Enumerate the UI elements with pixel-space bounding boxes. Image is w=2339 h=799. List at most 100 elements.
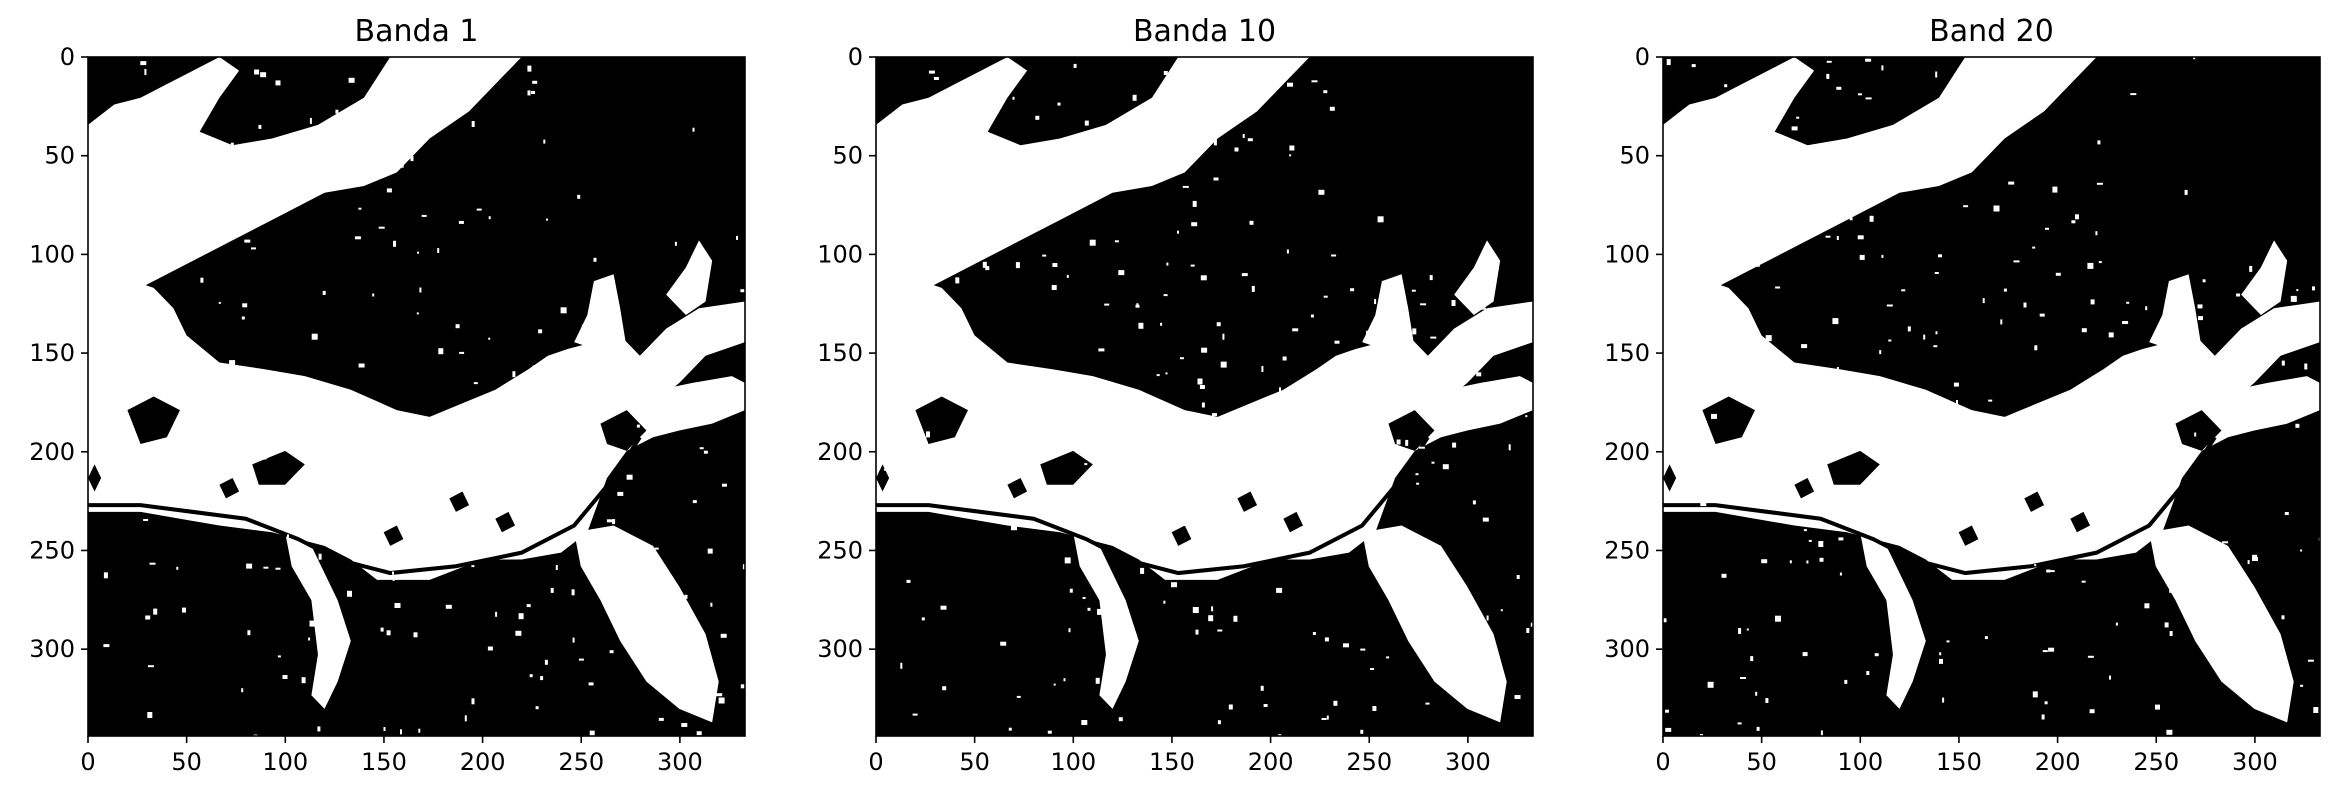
speckle — [2109, 675, 2111, 680]
speckle — [408, 99, 413, 105]
speckle — [2000, 319, 2003, 325]
speckle — [1138, 322, 1144, 329]
speckle — [1182, 185, 1189, 188]
speckle — [1820, 730, 1823, 736]
y-tick-label: 250 — [817, 536, 863, 564]
speckle — [1114, 240, 1119, 243]
speckle — [2032, 246, 2036, 249]
x-tick-label: 200 — [1248, 748, 1294, 776]
island-6 — [1663, 464, 1677, 492]
speckle — [2087, 655, 2094, 658]
speckle — [1205, 470, 1211, 476]
speckle — [1914, 438, 1919, 442]
speckle — [1220, 86, 1224, 93]
speckle — [509, 405, 515, 411]
speckle — [610, 544, 617, 550]
speckle — [1163, 600, 1166, 604]
speckle — [1140, 567, 1145, 574]
speckle — [241, 316, 245, 320]
speckle — [1217, 720, 1221, 725]
speckle — [459, 351, 465, 354]
speckle — [658, 717, 664, 721]
speckle — [318, 553, 322, 560]
speckle — [2262, 400, 2265, 403]
speckle — [912, 713, 918, 716]
y-tick-label: 50 — [1619, 142, 1650, 170]
speckle — [392, 571, 394, 575]
speckle — [1105, 141, 1108, 148]
speckle — [1156, 374, 1160, 377]
speckle — [2164, 622, 2169, 628]
speckle — [1011, 524, 1017, 531]
speckle — [400, 434, 406, 439]
speckle — [2276, 349, 2282, 353]
speckle — [1802, 464, 1809, 467]
speckle — [1325, 482, 1330, 487]
speckle — [1329, 106, 1335, 111]
speckle — [1435, 645, 1438, 652]
speckle — [1755, 349, 1758, 356]
speckle — [336, 139, 343, 146]
speckle — [488, 216, 491, 220]
speckle — [354, 236, 361, 240]
speckle — [1324, 637, 1329, 642]
water-region-3 — [1342, 376, 1533, 451]
speckle — [147, 712, 153, 718]
speckle-noise — [876, 58, 1533, 736]
y-tick-label: 100 — [1604, 240, 1650, 268]
speckle — [1263, 704, 1268, 707]
island-3 — [2024, 491, 2045, 512]
speckle — [1884, 532, 1887, 536]
speckle — [1915, 416, 1920, 420]
speckle — [1166, 262, 1169, 266]
speckle — [1700, 502, 1707, 507]
speckle — [291, 163, 297, 169]
speckle — [720, 633, 727, 638]
speckle — [392, 578, 395, 581]
speckle — [1516, 575, 1520, 579]
speckle — [1888, 339, 1892, 342]
speckle — [1373, 519, 1378, 525]
speckle — [263, 566, 269, 569]
speckle — [130, 490, 133, 497]
speckle — [1452, 659, 1456, 662]
speckle — [722, 483, 727, 487]
speckle — [1212, 413, 1217, 417]
speckle — [152, 231, 156, 236]
water-region-4 — [285, 532, 351, 709]
speckle — [1872, 450, 1876, 457]
axes-frame — [875, 56, 1534, 737]
speckle — [692, 500, 697, 504]
speckle — [2087, 262, 2094, 269]
speckle — [1081, 720, 1088, 725]
speckle — [1018, 65, 1021, 69]
speckle — [1938, 254, 1942, 258]
water-region-1 — [1663, 281, 2320, 580]
speckle — [2140, 378, 2146, 385]
speckle — [1051, 285, 1057, 290]
speckle-noise — [91, 61, 745, 736]
island-8 — [219, 477, 240, 499]
speckle — [518, 613, 524, 620]
speckle — [674, 241, 677, 246]
speckle — [464, 715, 467, 722]
speckle — [1743, 84, 1746, 89]
speckle — [669, 291, 673, 297]
speckle — [380, 627, 384, 632]
speckle — [212, 402, 217, 407]
speckle — [1289, 145, 1295, 151]
speckle — [1733, 367, 1738, 371]
speckle — [2046, 569, 2051, 573]
speckle — [394, 603, 401, 608]
speckle — [1177, 230, 1179, 234]
island-1 — [1702, 396, 1755, 445]
speckle — [720, 385, 724, 388]
speckle — [1832, 318, 1839, 325]
speckle — [2117, 371, 2122, 377]
speckle — [2173, 374, 2178, 380]
speckle — [1241, 273, 1248, 277]
speckle — [951, 456, 958, 462]
speckle — [1266, 467, 1271, 471]
speckle — [589, 730, 595, 736]
